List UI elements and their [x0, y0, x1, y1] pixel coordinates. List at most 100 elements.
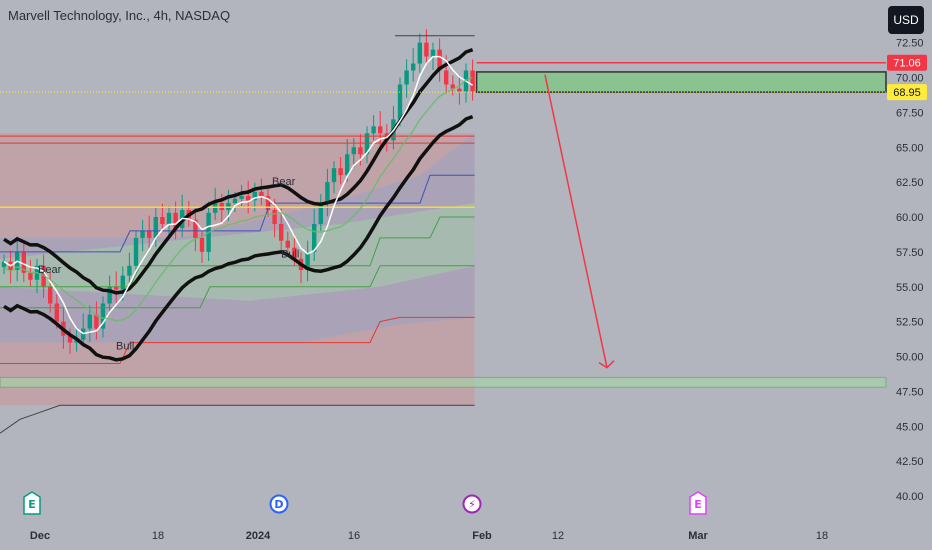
event-marker-1: D: [269, 494, 289, 514]
target-zone: [0, 376, 887, 388]
projection-arrow-head: [598, 360, 615, 369]
candle-50: [331, 161, 337, 194]
candle-29: [193, 206, 198, 252]
blue-shaded-region: [0, 133, 475, 343]
candle-3: [21, 242, 26, 282]
candle-57: [378, 110, 383, 147]
x-tick-label: Dec: [30, 530, 50, 542]
y-tick-label: 60.00: [896, 212, 924, 224]
blue-step-line: [0, 174, 475, 253]
candle-37: [246, 180, 251, 214]
candle-51: [338, 157, 343, 185]
candle-13: [87, 305, 92, 342]
price-label-1: 68.95: [887, 84, 927, 101]
event-marker-3: E: [689, 491, 707, 515]
candle-61: [404, 59, 409, 98]
candle-66: [437, 38, 442, 82]
y-tick-label: 45.00: [896, 421, 924, 433]
price-labels: 71.06 68.95: [887, 54, 927, 101]
candle-52: [345, 138, 350, 183]
candle-47: [312, 208, 317, 261]
svg-text:68.95: 68.95: [893, 87, 921, 99]
candle-39: [259, 178, 264, 206]
chart-title: Marvell Technology, Inc., 4h, NASDAQ: [8, 8, 231, 23]
signal-label-bull: Bull: [281, 248, 299, 260]
x-tick-label: 18: [816, 530, 828, 542]
candle-23: [153, 207, 158, 247]
candle-63: [417, 33, 422, 73]
x-tick-label: 18: [152, 530, 164, 542]
candle-68: [450, 75, 455, 96]
candle-24: [160, 203, 165, 231]
green-step-line: [0, 216, 475, 288]
y-tick-label: 55.00: [896, 282, 924, 294]
candle-21: [140, 219, 145, 252]
candle-16: [107, 275, 112, 311]
signal-label-bull: Bull: [116, 341, 134, 353]
price-label-0: 71.06: [887, 54, 927, 71]
y-tick-label: 67.50: [896, 107, 924, 119]
candle-55: [364, 126, 370, 164]
candle-70: [463, 63, 469, 103]
y-axis[interactable]: 72.50 70.00 67.50 65.00 62.50 60.00 57.50 55.00…: [896, 38, 924, 503]
candle-71: [470, 59, 475, 101]
x-tick-label: Feb: [472, 530, 492, 542]
red-shaded-region: [0, 133, 475, 406]
event-marker-2: ⚡: [462, 494, 482, 514]
currency-button[interactable]: USD: [888, 6, 924, 34]
y-tick-label: 72.50: [896, 38, 924, 50]
x-tick-label: Mar: [688, 530, 708, 542]
candle-19: [127, 252, 132, 285]
event-label: D: [274, 498, 283, 511]
candle-40: [265, 189, 271, 217]
candle-48: [318, 193, 323, 231]
indicator-bands: [0, 133, 475, 406]
event-label: E: [694, 498, 702, 511]
candle-62: [411, 48, 416, 82]
y-tick-label: 70.00: [896, 73, 924, 85]
y-tick-label: 52.50: [896, 317, 924, 329]
candle-25: [166, 205, 172, 238]
x-tick-label: 12: [552, 530, 564, 542]
y-tick-label: 62.50: [896, 177, 924, 189]
candle-22: [147, 215, 152, 250]
y-tick-label: 50.00: [896, 352, 924, 364]
event-marker-0: E: [23, 491, 41, 515]
event-label: ⚡: [468, 498, 476, 511]
event-markers: E D ⚡ E: [23, 491, 707, 515]
candle-43: [285, 231, 290, 257]
candle-49: [325, 168, 330, 217]
svg-text:71.06: 71.06: [893, 58, 921, 70]
green-ma-line: [3, 76, 473, 322]
candle-69: [457, 75, 462, 105]
signal-label-bear: Bear: [38, 264, 62, 276]
y-tick-label: 42.50: [896, 456, 924, 468]
y-tick-label: 40.00: [896, 491, 924, 503]
candle-20: [133, 230, 139, 273]
dark-step-line-low: [0, 404, 475, 434]
red-step-line-low: [0, 316, 475, 364]
overlay-lines: Bear Bull Bear Bull: [0, 35, 887, 434]
candle-7: [48, 271, 53, 313]
y-tick-label: 65.00: [896, 142, 924, 154]
x-tick-label: 2024: [246, 530, 271, 542]
projection-arrow: [544, 74, 608, 368]
x-axis[interactable]: Dec 18 2024 16 Feb 12 Mar 18: [30, 530, 828, 542]
candle-64: [424, 29, 429, 64]
candle-18: [120, 266, 125, 301]
x-tick-label: 16: [348, 530, 360, 542]
green-shaded-region: [0, 203, 475, 301]
resistance-zone: [475, 71, 887, 93]
candle-46: [305, 240, 310, 282]
event-label: E: [28, 498, 36, 511]
white-ma-line: [3, 55, 474, 335]
signal-label-bear: Bear: [272, 176, 296, 188]
candle-42: [279, 208, 284, 252]
candle-15: [100, 296, 106, 338]
y-tick-label: 57.50: [896, 247, 924, 259]
y-tick-label: 47.50: [896, 386, 924, 398]
candle-0: [1, 254, 7, 275]
lower-envelope-line: [3, 115, 474, 362]
